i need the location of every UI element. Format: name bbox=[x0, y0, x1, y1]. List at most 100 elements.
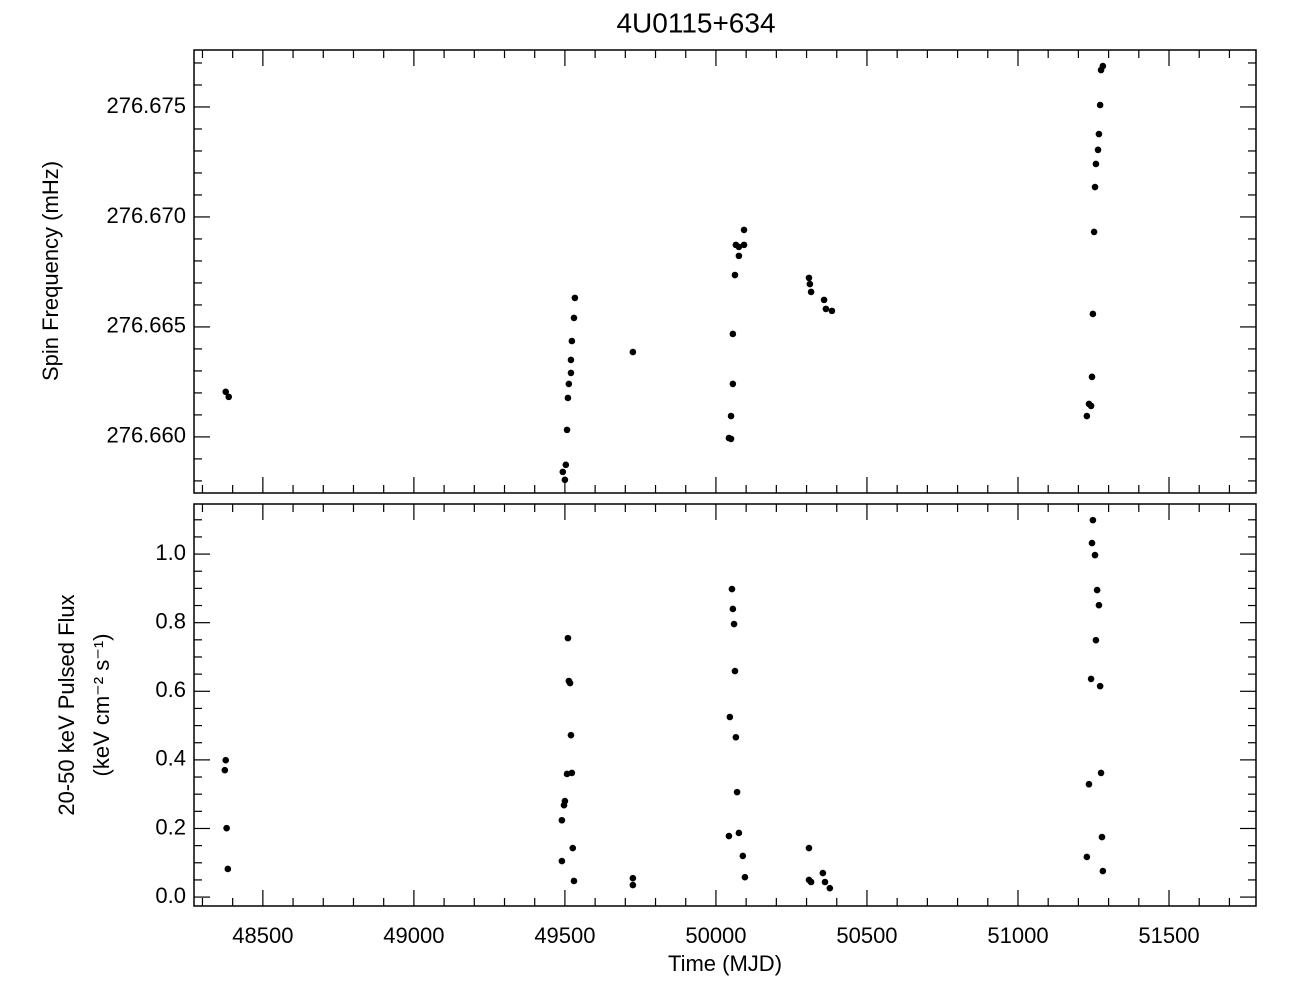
data-point bbox=[735, 829, 743, 837]
data-point bbox=[1089, 310, 1097, 318]
data-point bbox=[223, 824, 230, 832]
y-tick-label: 0.0 bbox=[155, 883, 186, 908]
data-point bbox=[730, 620, 738, 628]
data-point bbox=[564, 634, 572, 642]
data-point bbox=[807, 878, 815, 886]
data-point bbox=[225, 393, 233, 401]
x-tick-label: 50000 bbox=[685, 923, 746, 948]
data-point bbox=[735, 252, 743, 260]
data-point bbox=[563, 426, 571, 434]
data-point bbox=[1088, 373, 1096, 381]
data-point bbox=[558, 857, 566, 865]
data-point bbox=[222, 388, 230, 396]
data-point bbox=[1093, 586, 1101, 594]
data-point bbox=[1088, 539, 1096, 547]
x-axis-label: Time (MJD) bbox=[668, 951, 782, 976]
data-point bbox=[733, 788, 741, 796]
data-point bbox=[819, 869, 827, 877]
data-point bbox=[629, 348, 637, 356]
data-point bbox=[805, 274, 813, 282]
data-point bbox=[1096, 682, 1104, 690]
plot-frame bbox=[193, 49, 1257, 494]
data-point bbox=[629, 881, 637, 889]
data-point bbox=[821, 878, 829, 886]
data-point bbox=[571, 294, 579, 302]
data-point bbox=[1095, 601, 1103, 609]
y-tick-label: 276.670 bbox=[106, 203, 186, 228]
data-point bbox=[1089, 516, 1097, 524]
data-point bbox=[559, 468, 567, 476]
data-point bbox=[1094, 146, 1102, 154]
x-tick-label: 51000 bbox=[987, 923, 1048, 948]
data-point bbox=[806, 280, 814, 288]
data-point bbox=[1091, 551, 1099, 559]
data-point bbox=[1097, 769, 1105, 777]
data-point bbox=[741, 873, 749, 881]
data-point bbox=[569, 844, 577, 852]
chart-title: 4U0115+634 bbox=[616, 7, 775, 38]
data-point bbox=[567, 356, 575, 364]
data-point bbox=[735, 243, 743, 251]
data-point bbox=[1087, 675, 1095, 683]
data-point bbox=[222, 756, 230, 764]
y-axis-label: Spin Frequency (mHz) bbox=[38, 161, 63, 381]
y-axis-label: (keV cm⁻² s⁻¹) bbox=[89, 634, 114, 777]
plot-frame bbox=[193, 503, 1257, 907]
y-tick-label: 276.665 bbox=[106, 313, 186, 338]
data-point bbox=[731, 667, 739, 675]
data-point bbox=[570, 877, 578, 885]
data-point bbox=[561, 797, 569, 805]
data-point bbox=[732, 733, 740, 741]
data-point bbox=[727, 412, 735, 420]
data-point bbox=[822, 305, 830, 313]
y-tick-label: 276.660 bbox=[106, 423, 186, 448]
data-point bbox=[1095, 130, 1103, 138]
data-point bbox=[629, 874, 637, 882]
y-axis-label: 20-50 keV Pulsed Flux bbox=[54, 594, 79, 815]
data-point bbox=[562, 461, 570, 469]
data-point bbox=[805, 844, 813, 852]
data-point bbox=[224, 865, 232, 873]
y-tick-label: 0.6 bbox=[155, 677, 186, 702]
data-point bbox=[826, 884, 834, 892]
data-point bbox=[1087, 402, 1095, 410]
data-point bbox=[828, 307, 836, 315]
data-point bbox=[570, 314, 578, 322]
data-point bbox=[1096, 101, 1104, 109]
data-point bbox=[729, 380, 737, 388]
x-tick-label: 49500 bbox=[534, 923, 595, 948]
data-point bbox=[1085, 780, 1093, 788]
x-tick-label: 49000 bbox=[383, 923, 444, 948]
data-point bbox=[568, 769, 576, 777]
data-point bbox=[820, 296, 828, 304]
data-point bbox=[558, 816, 566, 824]
data-point bbox=[727, 435, 735, 443]
data-point bbox=[1092, 636, 1100, 644]
data-point bbox=[567, 731, 575, 739]
data-point bbox=[1098, 833, 1106, 841]
data-point bbox=[1099, 62, 1107, 70]
x-tick-label: 51500 bbox=[1138, 923, 1199, 948]
x-tick-label: 50500 bbox=[836, 923, 897, 948]
y-tick-label: 276.675 bbox=[106, 93, 186, 118]
data-point bbox=[1090, 228, 1098, 236]
data-point bbox=[561, 476, 569, 484]
data-point bbox=[740, 241, 748, 249]
y-tick-label: 0.4 bbox=[155, 746, 186, 771]
data-point bbox=[1099, 867, 1107, 875]
y-tick-label: 0.2 bbox=[155, 814, 186, 839]
data-point bbox=[567, 369, 575, 377]
data-point bbox=[731, 271, 739, 279]
data-point bbox=[221, 766, 229, 774]
data-point bbox=[728, 585, 736, 593]
data-point bbox=[1083, 853, 1091, 861]
data-point bbox=[729, 605, 737, 613]
data-point bbox=[565, 380, 573, 388]
data-point bbox=[726, 713, 734, 721]
data-point bbox=[807, 288, 815, 296]
data-point bbox=[1091, 183, 1099, 191]
data-point bbox=[1083, 412, 1091, 420]
data-point bbox=[739, 852, 747, 860]
